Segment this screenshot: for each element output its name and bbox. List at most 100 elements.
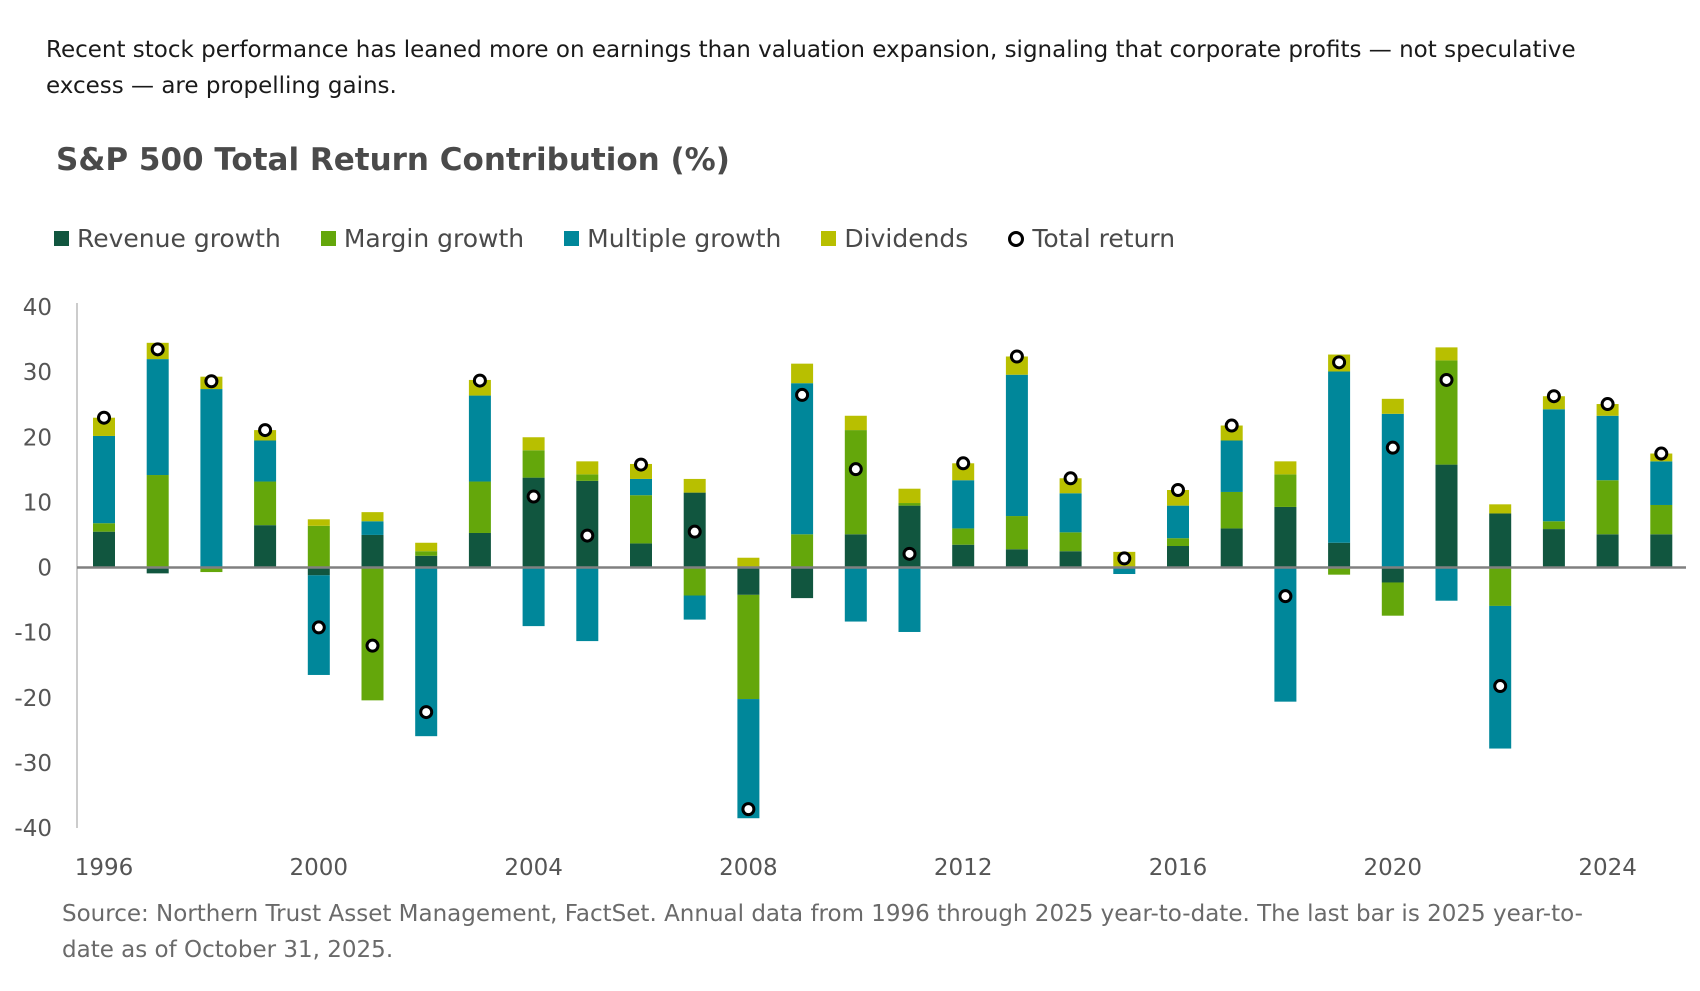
bar-margin-growth-2008 bbox=[737, 594, 760, 700]
bar-revenue-growth-1996 bbox=[93, 531, 115, 568]
bar-multiple-growth-2013 bbox=[1005, 374, 1028, 517]
bar-revenue-growth-2002 bbox=[415, 555, 438, 568]
total-return-point-2013 bbox=[1009, 349, 1024, 364]
bar-multiple-growth-2018 bbox=[1274, 567, 1297, 702]
bar-margin-growth-2000 bbox=[307, 525, 330, 568]
bar-revenue-growth-2021 bbox=[1435, 464, 1458, 568]
x-tick-label: 2008 bbox=[719, 855, 778, 881]
total-return-point-2025 bbox=[1654, 446, 1669, 461]
bar-margin-growth-2018 bbox=[1274, 474, 1297, 507]
bar-margin-growth-2024 bbox=[1596, 480, 1619, 535]
total-return-point-2002 bbox=[419, 705, 434, 720]
x-tick-label: 2024 bbox=[1578, 855, 1637, 881]
total-return-point-2012 bbox=[956, 456, 971, 471]
source-note: Source: Northern Trust Asset Management,… bbox=[62, 901, 1583, 963]
chart-title: S&P 500 Total Return Contribution (%) bbox=[56, 142, 730, 178]
bar-revenue-growth-2008 bbox=[737, 567, 760, 595]
y-tick-label: -40 bbox=[14, 816, 52, 842]
bar-multiple-growth-2015 bbox=[1113, 567, 1136, 575]
x-tick-label: 2004 bbox=[504, 855, 563, 881]
bar-margin-growth-2016 bbox=[1167, 538, 1189, 547]
x-tick-label: 2012 bbox=[934, 855, 993, 881]
total-return-point-2019 bbox=[1332, 355, 1347, 370]
bar-dividends-2005 bbox=[576, 461, 599, 475]
bar-revenue-growth-2018 bbox=[1274, 506, 1297, 568]
total-return-point-2007 bbox=[687, 524, 702, 539]
legend-label: Total return bbox=[1032, 224, 1176, 253]
bar-multiple-growth-2023 bbox=[1542, 409, 1565, 522]
total-return-point-1998 bbox=[204, 374, 219, 389]
bar-multiple-growth-2003 bbox=[468, 395, 491, 482]
x-tick-label: 2016 bbox=[1149, 855, 1208, 881]
bar-revenue-growth-2023 bbox=[1542, 529, 1565, 568]
intro-text: Recent stock performance has leaned more… bbox=[46, 37, 1576, 99]
bar-multiple-growth-2004 bbox=[522, 567, 545, 627]
legend-item-margin: Margin growth bbox=[320, 224, 525, 253]
x-tick-label: 1996 bbox=[75, 855, 134, 881]
total-return-point-2003 bbox=[472, 373, 487, 388]
bar-margin-growth-2009 bbox=[791, 534, 814, 568]
legend-swatch-multiple bbox=[564, 231, 580, 246]
bar-dividends-2020 bbox=[1381, 398, 1404, 414]
legend-label: Margin growth bbox=[343, 224, 525, 253]
total-return-point-2016 bbox=[1171, 483, 1185, 498]
bar-margin-growth-2005 bbox=[576, 474, 599, 481]
bar-revenue-growth-2001 bbox=[361, 534, 384, 568]
bar-revenue-growth-1997 bbox=[146, 567, 169, 574]
bar-multiple-growth-2009 bbox=[791, 383, 814, 535]
legend-marker-total bbox=[1008, 230, 1025, 247]
total-return-point-2000 bbox=[311, 620, 326, 635]
bar-margin-growth-2001 bbox=[361, 567, 384, 701]
bar-multiple-growth-2020 bbox=[1381, 413, 1404, 568]
bar-revenue-growth-2020 bbox=[1381, 567, 1404, 583]
bar-multiple-growth-1996 bbox=[93, 435, 115, 524]
bar-margin-growth-2017 bbox=[1220, 491, 1243, 529]
y-tick-label: 30 bbox=[23, 360, 52, 386]
bar-margin-growth-1999 bbox=[254, 481, 277, 526]
bar-dividends-2007 bbox=[683, 478, 706, 493]
bar-multiple-growth-2016 bbox=[1167, 505, 1189, 539]
bar-revenue-growth-2012 bbox=[952, 544, 975, 568]
legend: Revenue growth Margin growth Multiple gr… bbox=[54, 224, 1175, 253]
bar-dividends-2010 bbox=[844, 415, 867, 431]
bar-dividends-1996 bbox=[93, 417, 115, 436]
bar-margin-growth-2012 bbox=[952, 528, 975, 545]
bar-margin-growth-2014 bbox=[1059, 532, 1082, 552]
bar-multiple-growth-2012 bbox=[952, 480, 975, 529]
bar-dividends-2022 bbox=[1489, 504, 1512, 514]
bar-margin-growth-2020 bbox=[1381, 582, 1404, 616]
bar-multiple-growth-2010 bbox=[844, 567, 867, 622]
bar-revenue-growth-1999 bbox=[254, 525, 277, 568]
bar-margin-growth-2019 bbox=[1328, 567, 1351, 575]
bar-margin-growth-2021 bbox=[1435, 360, 1458, 465]
total-return-point-2021 bbox=[1439, 372, 1454, 387]
total-return-point-2001 bbox=[365, 638, 380, 653]
total-return-point-2014 bbox=[1063, 471, 1078, 486]
y-tick-label: 40 bbox=[23, 295, 52, 321]
legend-swatch-margin bbox=[320, 231, 336, 246]
legend-swatch-dividends bbox=[821, 231, 837, 246]
total-return-point-2009 bbox=[795, 387, 810, 402]
bar-revenue-growth-2022 bbox=[1489, 513, 1512, 568]
bar-revenue-growth-2017 bbox=[1220, 528, 1243, 568]
bar-dividends-2002 bbox=[415, 542, 438, 552]
legend-swatch-revenue bbox=[54, 231, 69, 246]
bar-multiple-growth-2006 bbox=[630, 478, 652, 496]
bar-dividends-2013 bbox=[1005, 356, 1028, 375]
bar-revenue-growth-2005 bbox=[576, 480, 599, 568]
bar-margin-growth-2011 bbox=[898, 503, 921, 506]
bar-margin-growth-2013 bbox=[1005, 516, 1028, 550]
bar-multiple-growth-2019 bbox=[1328, 371, 1351, 543]
total-return-point-2020 bbox=[1385, 440, 1400, 455]
bar-revenue-growth-2024 bbox=[1596, 534, 1619, 568]
bar-multiple-growth-2001 bbox=[361, 521, 384, 535]
legend-item-total: Total return bbox=[1008, 224, 1175, 253]
bar-revenue-growth-2000 bbox=[307, 567, 330, 576]
bar-margin-growth-2010 bbox=[844, 430, 867, 535]
total-return-point-2023 bbox=[1546, 389, 1561, 404]
bar-multiple-growth-2008 bbox=[737, 699, 760, 819]
bar-dividends-2004 bbox=[522, 437, 545, 451]
x-tick-label: 2020 bbox=[1364, 855, 1423, 881]
bar-multiple-growth-2021 bbox=[1435, 567, 1458, 601]
